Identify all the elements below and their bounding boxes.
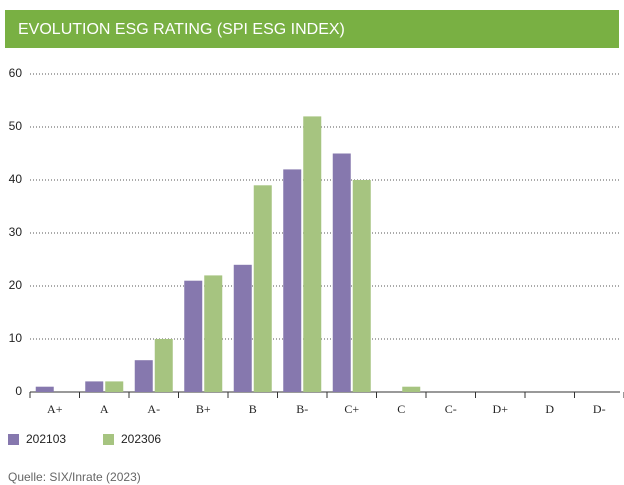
x-tick-label: D+: [493, 402, 509, 416]
x-tick-label: B-: [296, 402, 308, 416]
x-tick-label: C-: [445, 402, 457, 416]
y-tick-label: 0: [15, 384, 22, 398]
bar: [184, 280, 203, 392]
bar: [352, 180, 371, 392]
y-tick-label: 30: [9, 225, 23, 239]
x-tick-label: A-: [147, 402, 160, 416]
bar: [134, 360, 153, 392]
bar: [35, 386, 54, 392]
bar: [154, 339, 173, 392]
legend-swatch: [103, 434, 114, 445]
source: Quelle: SIX/Inrate (2023): [8, 470, 141, 484]
bar: [253, 185, 272, 392]
y-tick-label: 60: [9, 66, 23, 80]
y-tick-label: 50: [9, 119, 23, 133]
title-bar: [5, 10, 619, 48]
bar: [303, 116, 322, 393]
bar: [402, 386, 421, 392]
bar: [283, 169, 302, 392]
legend-label: 202103: [26, 432, 66, 446]
bar: [204, 275, 223, 392]
y-tick-label: 20: [9, 278, 23, 292]
x-tick-label: D: [545, 402, 554, 416]
bar: [85, 381, 104, 392]
x-tick-label: C+: [344, 402, 359, 416]
x-tick-label: B+: [196, 402, 211, 416]
legend-label: 202306: [121, 432, 161, 446]
x-tick-label: A: [100, 402, 109, 416]
x-tick-label: A+: [47, 402, 63, 416]
x-tick-label: B: [249, 402, 257, 416]
bar: [105, 381, 124, 392]
y-tick-label: 10: [9, 331, 23, 345]
x-tick-label: D-: [593, 402, 606, 416]
y-tick-label: 40: [9, 172, 23, 186]
bar: [233, 264, 252, 392]
bar: [332, 153, 351, 392]
legend-swatch: [8, 434, 19, 445]
x-tick-label: C: [397, 402, 405, 416]
chart-title: EVOLUTION ESG RATING (SPI ESG INDEX): [18, 21, 345, 38]
